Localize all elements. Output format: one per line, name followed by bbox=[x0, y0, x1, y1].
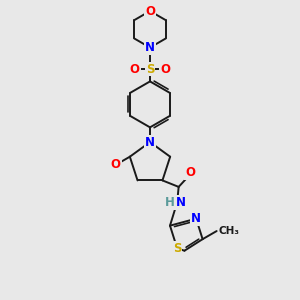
Text: N: N bbox=[145, 41, 155, 54]
Text: O: O bbox=[111, 158, 121, 171]
Text: S: S bbox=[146, 63, 154, 76]
Text: O: O bbox=[185, 166, 195, 179]
Text: O: O bbox=[145, 4, 155, 18]
Text: N: N bbox=[145, 136, 155, 148]
Text: CH₃: CH₃ bbox=[218, 226, 239, 236]
Text: S: S bbox=[173, 242, 182, 255]
Text: H: H bbox=[165, 196, 175, 209]
Text: O: O bbox=[130, 63, 140, 76]
Text: N: N bbox=[176, 196, 186, 209]
Text: N: N bbox=[191, 212, 201, 225]
Text: O: O bbox=[160, 63, 170, 76]
